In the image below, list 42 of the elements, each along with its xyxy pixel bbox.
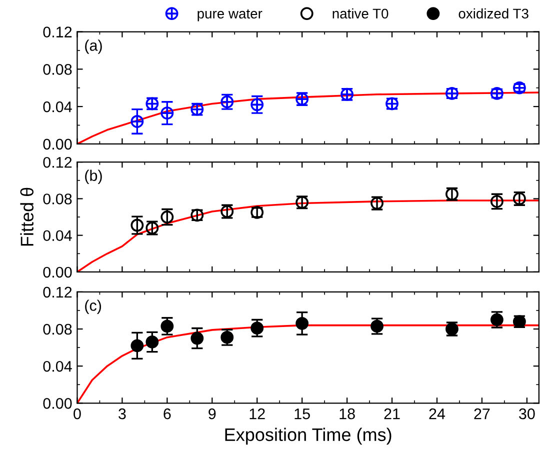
x-tick-label: 24 xyxy=(429,408,446,420)
y-tick-label: 0.00 xyxy=(43,138,72,150)
x-tick-label: 0 xyxy=(74,408,81,420)
y-tick-label: 0.12 xyxy=(43,156,72,168)
x-tick-label: 9 xyxy=(208,408,216,420)
point xyxy=(250,322,264,335)
point xyxy=(190,332,204,345)
point xyxy=(130,218,144,232)
x-tick-label: 3 xyxy=(118,408,126,420)
annotation: (c) xyxy=(85,300,102,314)
y-tick-label: 0.12 xyxy=(43,26,72,38)
y-tick-label: 0.04 xyxy=(43,230,72,242)
y-tick-label: 0.04 xyxy=(43,360,72,372)
annotation: (b) xyxy=(85,170,102,184)
x-tick-label: 6 xyxy=(164,408,171,420)
y-tick-label: 0.12 xyxy=(43,286,72,298)
x-tick-label: 21 xyxy=(384,408,400,420)
x-tick-label: 12 xyxy=(250,408,265,420)
y-tick-label: 0.08 xyxy=(43,64,72,75)
x-axis-title: Exposition Time (ms) xyxy=(225,428,392,445)
text: oxidized T3 xyxy=(458,8,528,19)
point xyxy=(146,336,159,348)
point xyxy=(296,316,309,330)
x-tick-label: 18 xyxy=(340,408,355,420)
x-tick-label: 30 xyxy=(519,408,535,420)
y-tick-label: 0.04 xyxy=(43,101,72,112)
legend-label: pure water xyxy=(198,9,262,22)
point xyxy=(130,339,144,352)
y-tick-label: 0.08 xyxy=(43,324,72,335)
point xyxy=(160,320,174,333)
annotation: (a) xyxy=(85,40,102,54)
y-tick-label: 0.08 xyxy=(43,194,72,204)
legend-label: native T0 xyxy=(332,8,388,19)
y-tick-label: 0.00 xyxy=(43,398,72,409)
y-tick-label: 0.00 xyxy=(43,266,72,278)
point xyxy=(160,106,174,120)
x-tick-label: 27 xyxy=(474,408,490,420)
x-tick-label: 15 xyxy=(294,408,310,420)
point xyxy=(250,98,264,112)
point xyxy=(160,210,174,224)
point xyxy=(130,115,144,128)
y-axis-title: Fitted θ xyxy=(20,188,34,246)
